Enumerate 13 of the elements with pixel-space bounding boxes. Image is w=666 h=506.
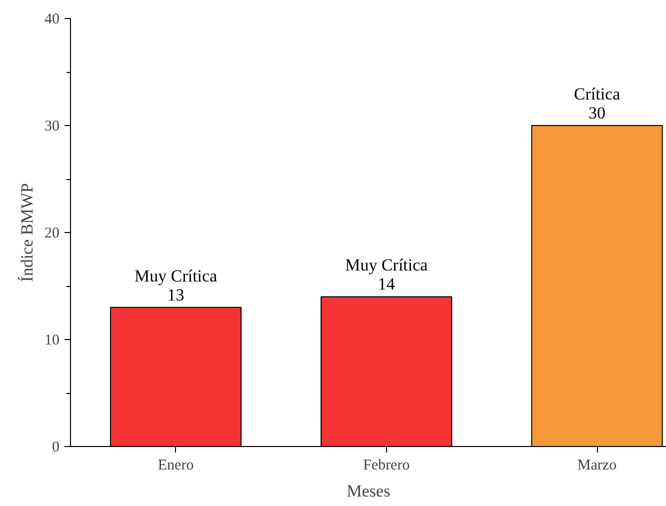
data-label: Crítica 30 xyxy=(574,84,621,122)
y-tick-label: 20 xyxy=(44,226,60,242)
data-label: Muy Crítica 13 xyxy=(134,266,218,304)
y-axis-title: Índice BMWP xyxy=(18,183,36,282)
x-tick-label: Febrero xyxy=(363,458,410,474)
y-tick-label: 0 xyxy=(52,440,60,456)
y-tick-label: 10 xyxy=(44,332,60,348)
x-tick-label: Enero xyxy=(158,458,194,474)
x-tick-label: Marzo xyxy=(577,458,617,474)
x-axis-title: Meses xyxy=(346,482,390,500)
y-tick-label: 40 xyxy=(44,12,60,28)
data-label: Muy Crítica 14 xyxy=(345,256,428,294)
y-tick-label: 30 xyxy=(44,118,60,134)
